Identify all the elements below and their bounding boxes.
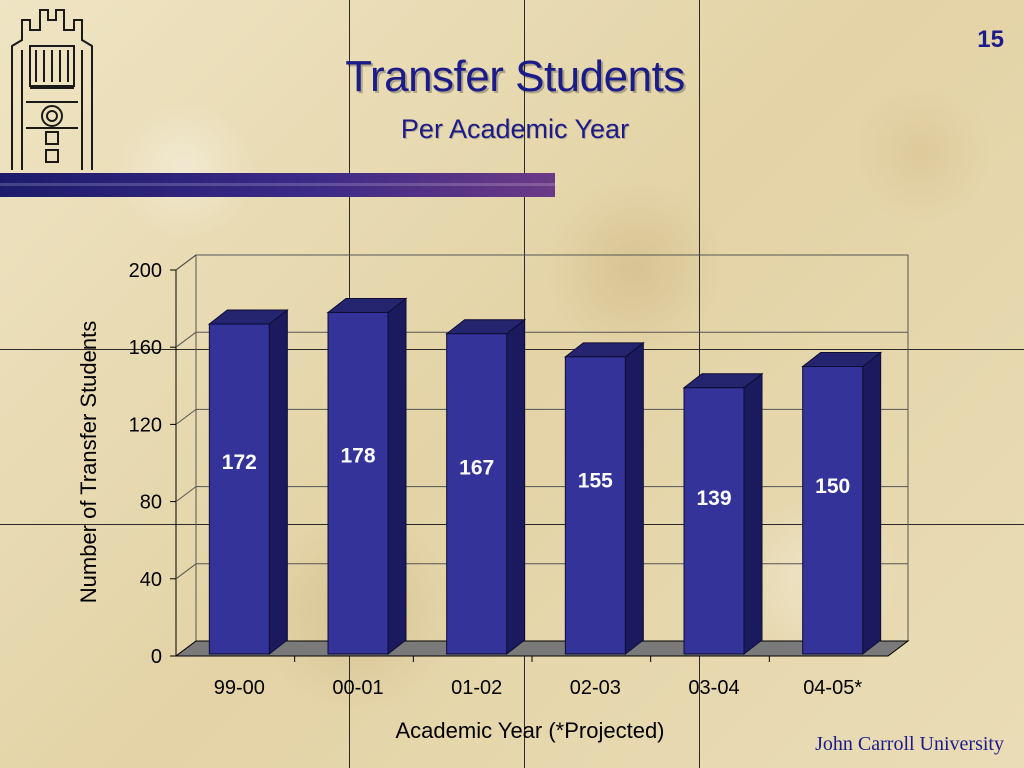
- bar-front: [446, 333, 508, 655]
- bar: [563, 341, 645, 656]
- bar: [445, 318, 527, 656]
- bar-value-label: 155: [578, 470, 613, 493]
- bar-side: [268, 309, 288, 656]
- bar-value-label: 167: [459, 457, 494, 480]
- bar: [801, 351, 883, 656]
- gridline-side: [175, 408, 197, 425]
- x-axis-ticks: 99-00 00-01 01-02 02-03 03-04 04-05*: [176, 655, 888, 699]
- bar-front: [327, 311, 389, 655]
- y-tick-label: 200: [129, 260, 162, 282]
- chart-back-wall: [195, 254, 909, 642]
- slide-subtitle: Per Academic Year: [400, 114, 630, 144]
- y-axis-ticks: 0 40 80 120 160 200: [129, 260, 176, 668]
- x-axis-title: Academic Year (*Projected): [395, 718, 664, 743]
- y-tick-label: 80: [140, 492, 162, 514]
- title-accent-bar: [0, 173, 555, 197]
- gridline-side: [175, 254, 197, 271]
- bar-side: [743, 372, 763, 656]
- bar-side: [506, 318, 526, 656]
- bar-front: [683, 387, 745, 655]
- bar-side: [387, 297, 407, 656]
- chart-floor-plane: [174, 640, 910, 657]
- x-tick-label: 00-01: [332, 677, 383, 699]
- chart-floor: [174, 640, 910, 657]
- y-tick-label: 0: [151, 646, 162, 668]
- x-tick-label: 99-00: [214, 677, 265, 699]
- bar-value-label: 150: [815, 475, 850, 498]
- y-axis-line: [175, 254, 197, 656]
- bar: [207, 309, 289, 656]
- gridline-side: [175, 563, 197, 580]
- bar-side: [862, 351, 882, 656]
- y-axis-title: Number of Transfer Students: [76, 321, 101, 603]
- x-tick-label: 03-04: [688, 677, 739, 699]
- y-tick-label: 40: [140, 569, 162, 591]
- x-tick-label: 01-02: [451, 677, 502, 699]
- gridline-side: [175, 486, 197, 503]
- bar-value-label: 178: [340, 445, 375, 468]
- bar-value-label: 139: [696, 487, 731, 510]
- page-number: 15: [977, 26, 1004, 53]
- x-tick-label: 04-05*: [803, 677, 862, 699]
- bar: [326, 297, 408, 656]
- y-tick-label: 160: [129, 337, 162, 359]
- x-tick-label: 02-03: [570, 677, 621, 699]
- slide-title: Transfer Students: [345, 52, 685, 101]
- chart-data-labels: 172 178 167 155 139 150: [222, 445, 850, 510]
- bar-side: [624, 341, 644, 656]
- y-tick-label: 120: [129, 414, 162, 436]
- chart-bars: [207, 297, 883, 656]
- bar-value-label: 172: [222, 451, 257, 474]
- bar-front: [208, 323, 270, 655]
- gridline-side: [175, 331, 197, 348]
- bar: [682, 372, 764, 656]
- university-tower-logo: [11, 9, 93, 170]
- bar-front: [564, 356, 626, 655]
- bar-front: [802, 366, 864, 655]
- footer-university-name: John Carroll University: [815, 733, 1004, 755]
